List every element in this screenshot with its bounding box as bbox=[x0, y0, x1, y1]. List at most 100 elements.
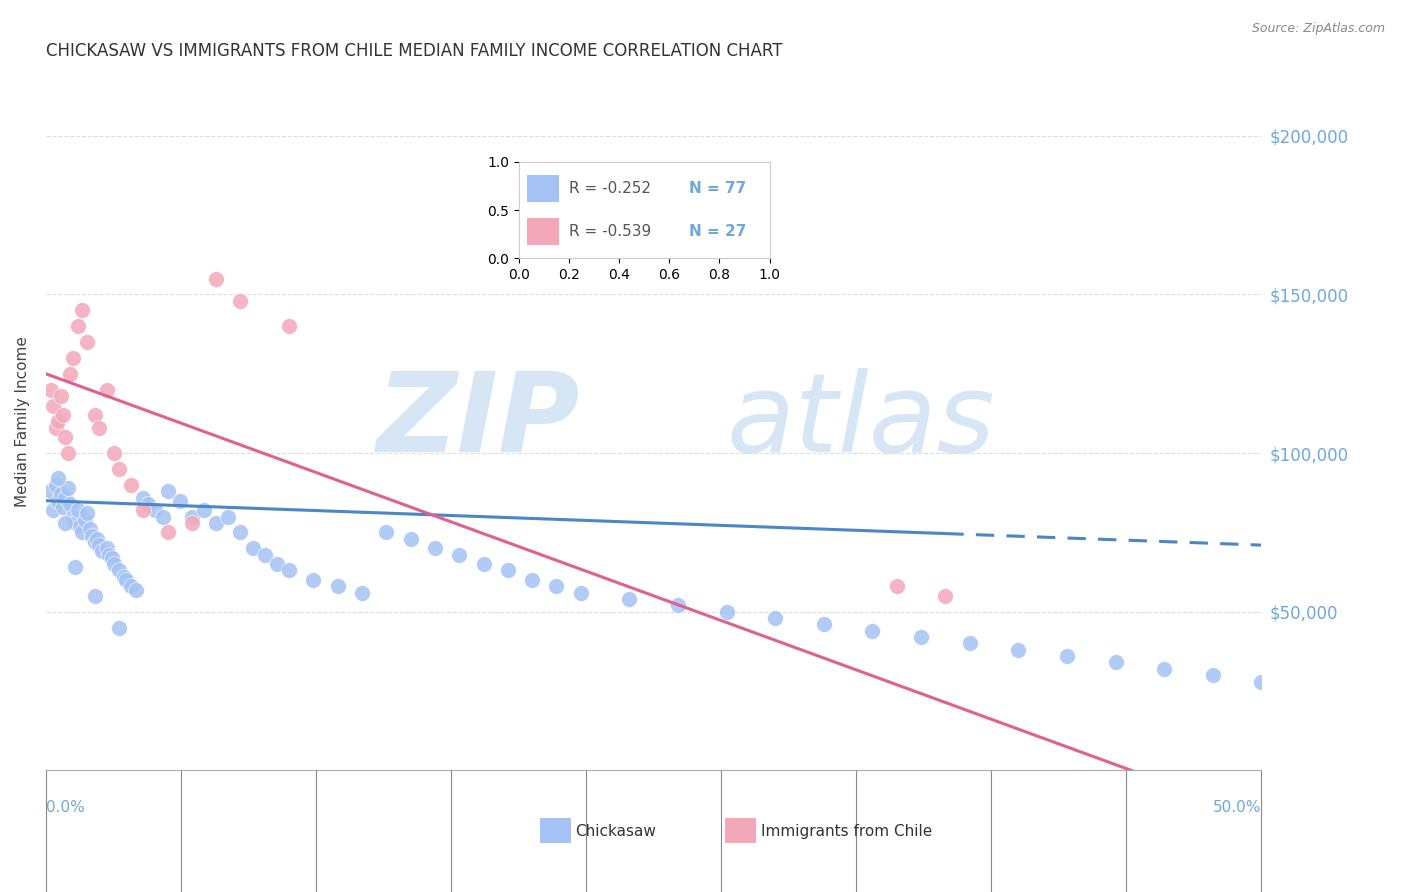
Text: atlas: atlas bbox=[727, 368, 995, 475]
Point bbox=[1250, 674, 1272, 689]
Point bbox=[910, 630, 932, 644]
Point bbox=[90, 544, 112, 558]
Point bbox=[62, 351, 84, 365]
Point bbox=[229, 525, 252, 540]
Point bbox=[193, 503, 215, 517]
Point bbox=[449, 548, 471, 562]
Point bbox=[108, 564, 131, 578]
Point bbox=[1202, 668, 1225, 682]
Text: R = -0.539: R = -0.539 bbox=[569, 224, 651, 239]
Point bbox=[132, 503, 155, 517]
Point bbox=[83, 535, 105, 549]
Point bbox=[83, 589, 105, 603]
Point bbox=[42, 399, 65, 413]
Point bbox=[169, 493, 191, 508]
Point bbox=[399, 532, 422, 546]
Point bbox=[959, 636, 981, 650]
Point bbox=[229, 293, 252, 308]
Point bbox=[72, 303, 94, 318]
Point bbox=[103, 446, 125, 460]
Point bbox=[59, 367, 82, 381]
Point bbox=[69, 519, 91, 533]
Point bbox=[56, 446, 79, 460]
Point bbox=[46, 471, 69, 485]
Point bbox=[813, 617, 835, 632]
Point bbox=[100, 550, 122, 565]
Point bbox=[152, 509, 174, 524]
Point bbox=[326, 579, 349, 593]
Text: 50.0%: 50.0% bbox=[1213, 800, 1261, 815]
Point bbox=[180, 509, 202, 524]
Point bbox=[156, 525, 179, 540]
Point bbox=[73, 513, 96, 527]
Point bbox=[180, 516, 202, 530]
Point bbox=[120, 579, 142, 593]
Point bbox=[1007, 642, 1029, 657]
Point bbox=[546, 579, 568, 593]
Point bbox=[46, 493, 69, 508]
Point bbox=[143, 503, 166, 517]
Point bbox=[125, 582, 148, 597]
Point bbox=[115, 573, 138, 587]
Point bbox=[89, 421, 111, 435]
Point bbox=[253, 548, 276, 562]
Point bbox=[278, 564, 301, 578]
Point bbox=[39, 383, 62, 397]
Point bbox=[120, 478, 142, 492]
Point bbox=[350, 585, 373, 599]
Point bbox=[89, 538, 111, 552]
Point bbox=[98, 548, 121, 562]
Point bbox=[716, 605, 738, 619]
Point bbox=[217, 509, 239, 524]
Point bbox=[76, 507, 98, 521]
Point bbox=[63, 560, 86, 574]
Point bbox=[302, 573, 325, 587]
Point bbox=[45, 421, 67, 435]
Text: Chickasaw: Chickasaw bbox=[575, 824, 657, 838]
Point bbox=[156, 484, 179, 499]
Point bbox=[66, 319, 89, 334]
Point bbox=[79, 522, 101, 536]
Y-axis label: Median Family Income: Median Family Income bbox=[15, 336, 30, 507]
Point bbox=[132, 491, 155, 505]
Text: 0.0%: 0.0% bbox=[46, 800, 84, 815]
Point bbox=[520, 573, 543, 587]
Point bbox=[55, 491, 77, 505]
Point bbox=[72, 525, 94, 540]
Text: R = -0.252: R = -0.252 bbox=[569, 181, 651, 196]
Point bbox=[266, 557, 288, 571]
Point bbox=[83, 408, 105, 422]
Point bbox=[55, 430, 77, 444]
Point bbox=[42, 503, 65, 517]
Text: N = 77: N = 77 bbox=[689, 181, 747, 196]
Point bbox=[49, 389, 72, 403]
Point bbox=[108, 621, 131, 635]
Point bbox=[862, 624, 884, 638]
Point bbox=[1104, 656, 1126, 670]
Point bbox=[1153, 662, 1175, 676]
Point bbox=[619, 592, 641, 607]
Text: Source: ZipAtlas.com: Source: ZipAtlas.com bbox=[1251, 22, 1385, 36]
Point bbox=[39, 484, 62, 499]
Text: ZIP: ZIP bbox=[377, 368, 581, 475]
Point bbox=[108, 462, 131, 476]
Point bbox=[112, 570, 135, 584]
Point bbox=[86, 532, 108, 546]
Point bbox=[52, 408, 75, 422]
Text: N = 27: N = 27 bbox=[689, 224, 747, 239]
Point bbox=[103, 557, 125, 571]
Point bbox=[375, 525, 398, 540]
Point bbox=[62, 509, 84, 524]
Point bbox=[96, 541, 118, 556]
Point bbox=[934, 589, 956, 603]
Text: Immigrants from Chile: Immigrants from Chile bbox=[761, 824, 932, 838]
Point bbox=[63, 516, 86, 530]
Point bbox=[59, 497, 82, 511]
Point bbox=[52, 500, 75, 514]
Point bbox=[205, 271, 228, 285]
Point bbox=[205, 516, 228, 530]
Point bbox=[45, 478, 67, 492]
Bar bbox=[526, 176, 560, 202]
Point bbox=[82, 528, 104, 542]
Point bbox=[763, 611, 786, 625]
